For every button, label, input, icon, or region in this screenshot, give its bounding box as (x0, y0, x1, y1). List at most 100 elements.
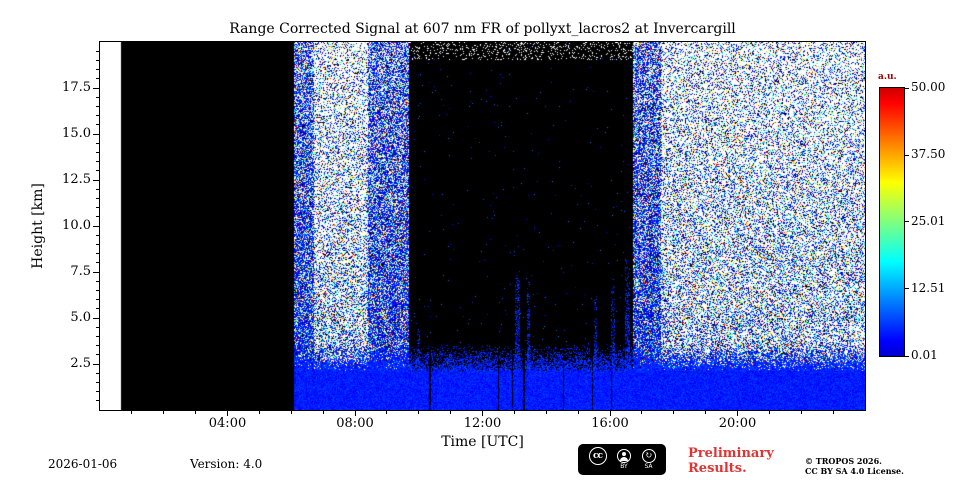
x-minor-tick (195, 411, 197, 414)
x-tick (227, 411, 228, 416)
x-minor-tick (258, 411, 260, 414)
y-minor-tick (96, 161, 99, 163)
x-minor-tick (290, 411, 292, 414)
copyright-note: © TROPOS 2026. CC BY SA 4.0 License. (805, 456, 904, 476)
y-minor-tick (96, 105, 99, 107)
x-minor-tick (163, 411, 165, 414)
y-minor-tick (96, 372, 99, 374)
measurement-date: 2026-01-06 (48, 457, 118, 471)
x-minor-tick (800, 411, 802, 414)
colorbar-tick (905, 355, 909, 357)
x-minor-tick (513, 411, 515, 414)
x-minor-tick (545, 411, 547, 414)
y-minor-tick (96, 335, 99, 337)
cc-sa-label: SA (644, 463, 653, 470)
colorbar (879, 87, 905, 357)
y-minor-tick (96, 326, 99, 328)
colorbar-tick-label: 0.01 (911, 348, 938, 362)
colorbar-tick-label: 12.51 (911, 280, 946, 295)
cc-sa-icon: ↻ SA (641, 449, 656, 470)
share-alike-arrow-icon: ↻ (641, 449, 656, 463)
y-minor-tick (96, 78, 99, 80)
cc-spacer (597, 466, 599, 472)
y-minor-tick (96, 115, 99, 117)
y-minor-tick (96, 262, 99, 264)
x-tick-label: 08:00 (336, 416, 374, 431)
processing-version: Version: 4.0 (190, 457, 263, 471)
y-tick-label: 10.0 (62, 218, 91, 233)
colorbar-unit-label: a.u. (878, 72, 897, 82)
x-tick-label: 12:00 (463, 416, 502, 431)
y-minor-tick (96, 50, 99, 52)
y-minor-tick (96, 59, 99, 61)
y-minor-tick (96, 299, 99, 301)
y-tick (93, 133, 99, 135)
x-minor-tick (577, 411, 579, 414)
x-tick (737, 411, 738, 416)
cc-by-label: BY (620, 463, 628, 470)
y-minor-tick (96, 381, 99, 383)
y-minor-tick (96, 345, 99, 347)
x-minor-tick (673, 411, 675, 414)
cc-license-badge: cc BY ↻ SA (578, 444, 666, 475)
y-minor-tick (96, 289, 99, 291)
y-minor-tick (96, 96, 99, 98)
cc-circle-icon: cc (588, 447, 607, 465)
colorbar-tick-label: 50.00 (911, 80, 946, 94)
y-minor-tick (96, 69, 99, 71)
y-minor-tick (96, 243, 99, 245)
y-tick (93, 317, 99, 319)
y-axis-label: Height [km] (30, 183, 46, 269)
y-tick (93, 87, 99, 89)
y-tick (93, 363, 99, 365)
y-tick-label: 17.5 (62, 80, 91, 95)
x-minor-tick (832, 411, 834, 414)
preliminary-line1: Preliminary (688, 446, 774, 461)
x-minor-tick (386, 411, 388, 414)
plot-area (99, 41, 866, 411)
x-minor-tick (131, 411, 133, 414)
colorbar-tick (905, 221, 909, 223)
y-tick (93, 271, 99, 273)
y-minor-tick (96, 308, 99, 310)
x-minor-tick (322, 411, 324, 414)
x-axis-label: Time [UTC] (441, 434, 524, 450)
person-icon (617, 449, 631, 463)
y-minor-tick (96, 391, 99, 393)
y-minor-tick (96, 280, 99, 282)
y-tick (93, 179, 99, 181)
colorbar-tick (905, 87, 909, 89)
x-minor-tick (641, 411, 643, 414)
colorbar-tick-label: 37.50 (911, 147, 946, 161)
y-tick-label: 15.0 (62, 126, 91, 141)
y-minor-tick (96, 400, 99, 402)
chart-title: Range Corrected Signal at 607 nm FR of p… (229, 21, 736, 37)
y-tick-label: 2.5 (70, 356, 91, 371)
x-minor-tick (705, 411, 707, 414)
colorbar-tick (905, 154, 909, 156)
preliminary-line2: Results. (688, 461, 747, 476)
preliminary-results-note: Preliminary Results. (688, 446, 774, 476)
y-tick-label: 7.5 (70, 264, 91, 279)
y-minor-tick (96, 207, 99, 209)
x-tick-label: 04:00 (208, 416, 247, 431)
y-minor-tick (96, 170, 99, 172)
y-minor-tick (96, 216, 99, 218)
y-minor-tick (96, 124, 99, 126)
cc-by-icon: BY (617, 449, 631, 470)
x-minor-tick (768, 411, 770, 414)
y-tick-label: 5.0 (70, 310, 91, 325)
x-minor-tick (450, 411, 452, 414)
x-tick-label: 20:00 (718, 416, 757, 431)
colorbar-tick (905, 288, 909, 290)
x-tick (482, 411, 483, 416)
x-tick-label: 16:00 (591, 416, 629, 431)
y-minor-tick (96, 142, 99, 144)
x-tick (609, 411, 611, 416)
y-minor-tick (96, 188, 99, 190)
y-minor-tick (96, 197, 99, 199)
y-minor-tick (96, 151, 99, 153)
copyright-line2: CC BY SA 4.0 License. (805, 466, 904, 476)
y-tick (93, 225, 99, 227)
